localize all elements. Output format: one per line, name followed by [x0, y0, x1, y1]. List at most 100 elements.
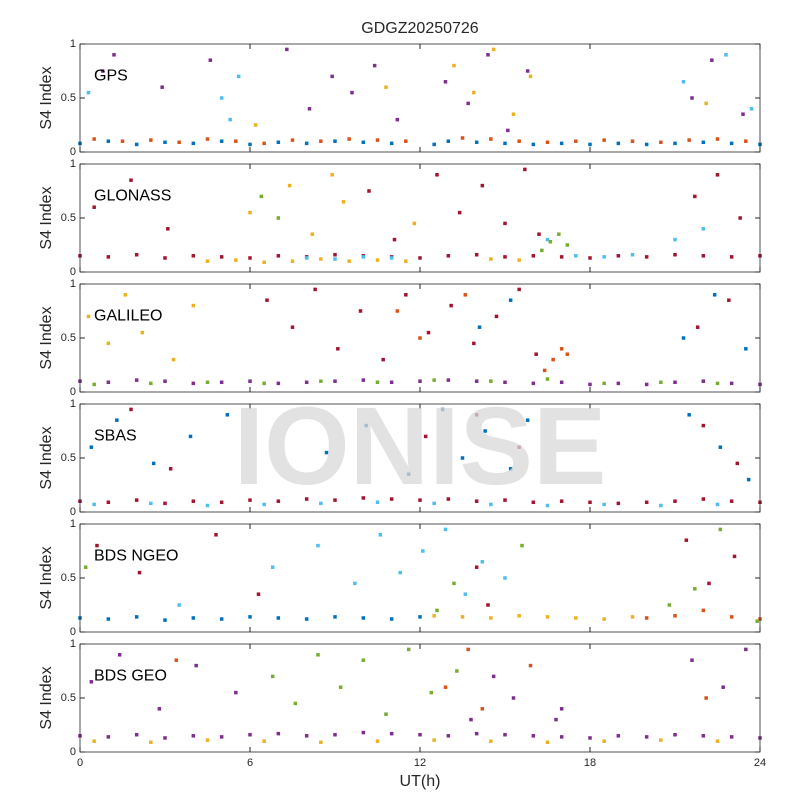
point	[551, 357, 555, 362]
point	[106, 735, 111, 739]
point	[616, 254, 621, 258]
point	[134, 732, 139, 737]
point	[489, 257, 493, 261]
point	[194, 663, 198, 668]
point	[134, 252, 139, 257]
point	[177, 603, 181, 607]
y-tick-label: 1	[70, 518, 76, 530]
point	[715, 739, 720, 743]
point	[472, 341, 476, 346]
y-tick-label: 0.5	[61, 212, 76, 224]
point	[486, 53, 490, 57]
point	[744, 647, 748, 652]
panel-label: BDS NGEO	[94, 548, 178, 565]
point	[276, 731, 281, 736]
point	[262, 141, 266, 146]
point	[489, 137, 493, 141]
point	[554, 717, 558, 722]
point	[384, 712, 388, 716]
point	[92, 739, 96, 743]
point	[644, 142, 649, 147]
point	[270, 674, 275, 679]
point	[171, 357, 176, 362]
point	[384, 85, 388, 89]
point	[525, 69, 530, 73]
point	[446, 734, 451, 738]
point	[205, 380, 210, 385]
point	[710, 58, 714, 62]
point	[350, 90, 354, 95]
point	[659, 503, 663, 508]
point	[83, 565, 88, 569]
point	[106, 500, 111, 505]
panel-label: SBAS	[94, 428, 137, 445]
point	[443, 527, 448, 532]
point	[248, 142, 252, 147]
point	[358, 309, 363, 313]
point	[191, 303, 196, 308]
point	[123, 293, 128, 297]
point	[234, 690, 238, 695]
point	[565, 243, 570, 247]
point	[446, 378, 451, 382]
point	[262, 739, 266, 743]
y-tick-label: 0	[70, 626, 76, 638]
point	[474, 379, 479, 383]
point	[219, 139, 224, 143]
point	[489, 379, 493, 383]
point	[92, 137, 96, 141]
point	[491, 674, 496, 679]
point	[92, 205, 96, 209]
point	[157, 707, 162, 711]
point	[191, 499, 196, 503]
point	[115, 418, 119, 422]
y-tick-label: 1	[70, 38, 76, 50]
point	[418, 256, 422, 260]
point	[112, 53, 116, 57]
point	[149, 501, 153, 506]
point	[333, 732, 337, 737]
point	[304, 380, 309, 385]
point	[392, 237, 397, 242]
point	[474, 565, 479, 569]
point	[565, 352, 570, 356]
point	[673, 732, 677, 737]
point	[336, 347, 340, 351]
point	[704, 696, 708, 700]
y-tick-label: 0.5	[61, 452, 76, 464]
point	[375, 258, 380, 262]
point	[285, 47, 289, 52]
point	[531, 500, 536, 505]
point	[262, 260, 266, 265]
point	[588, 500, 592, 505]
point	[701, 497, 706, 501]
point	[304, 497, 309, 501]
point	[540, 248, 544, 253]
point	[735, 461, 740, 466]
point	[378, 533, 383, 537]
point	[545, 237, 550, 242]
point	[511, 112, 516, 116]
point	[616, 501, 621, 506]
point	[616, 734, 621, 738]
point	[134, 142, 139, 147]
point	[755, 619, 759, 623]
point	[395, 117, 400, 122]
point	[435, 173, 439, 177]
point	[412, 221, 417, 226]
point	[673, 499, 677, 503]
point	[574, 254, 578, 258]
point	[602, 617, 606, 621]
point	[503, 255, 507, 259]
point	[531, 142, 536, 147]
point	[724, 53, 728, 57]
point	[214, 533, 218, 537]
point	[695, 325, 700, 329]
point	[687, 138, 691, 142]
point	[149, 381, 153, 386]
panel-label: GPS	[94, 68, 128, 85]
point	[191, 381, 196, 386]
point	[446, 254, 451, 258]
point	[205, 259, 210, 263]
